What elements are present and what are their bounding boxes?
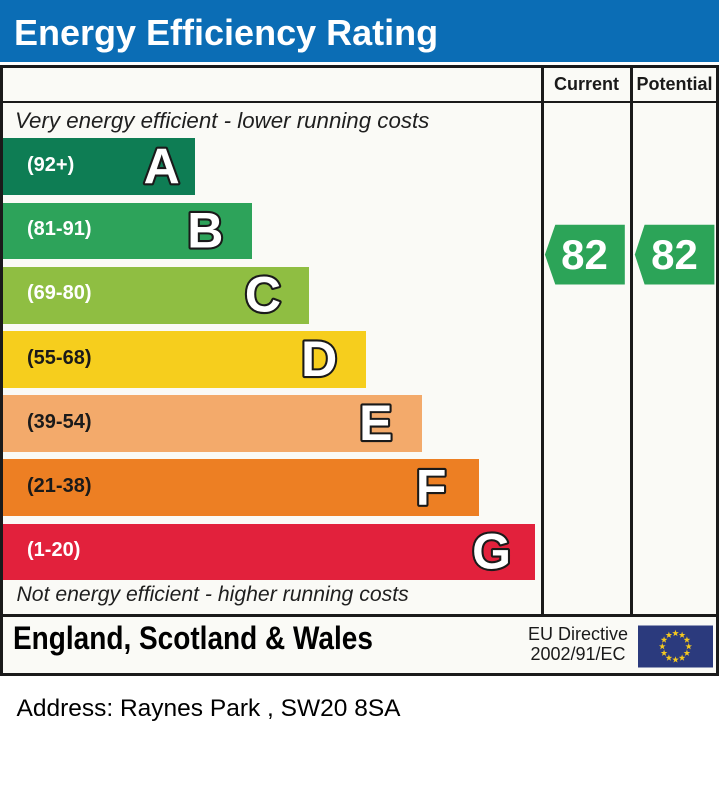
svg-text:82: 82 — [561, 231, 608, 278]
svg-text:82: 82 — [651, 231, 698, 278]
svg-text:D: D — [301, 331, 337, 387]
svg-text:E: E — [359, 395, 392, 451]
svg-text:C: C — [245, 267, 281, 323]
svg-text:F: F — [416, 459, 447, 515]
svg-text:G: G — [472, 524, 511, 580]
svg-text:A: A — [144, 138, 180, 194]
svg-text:B: B — [187, 203, 223, 259]
